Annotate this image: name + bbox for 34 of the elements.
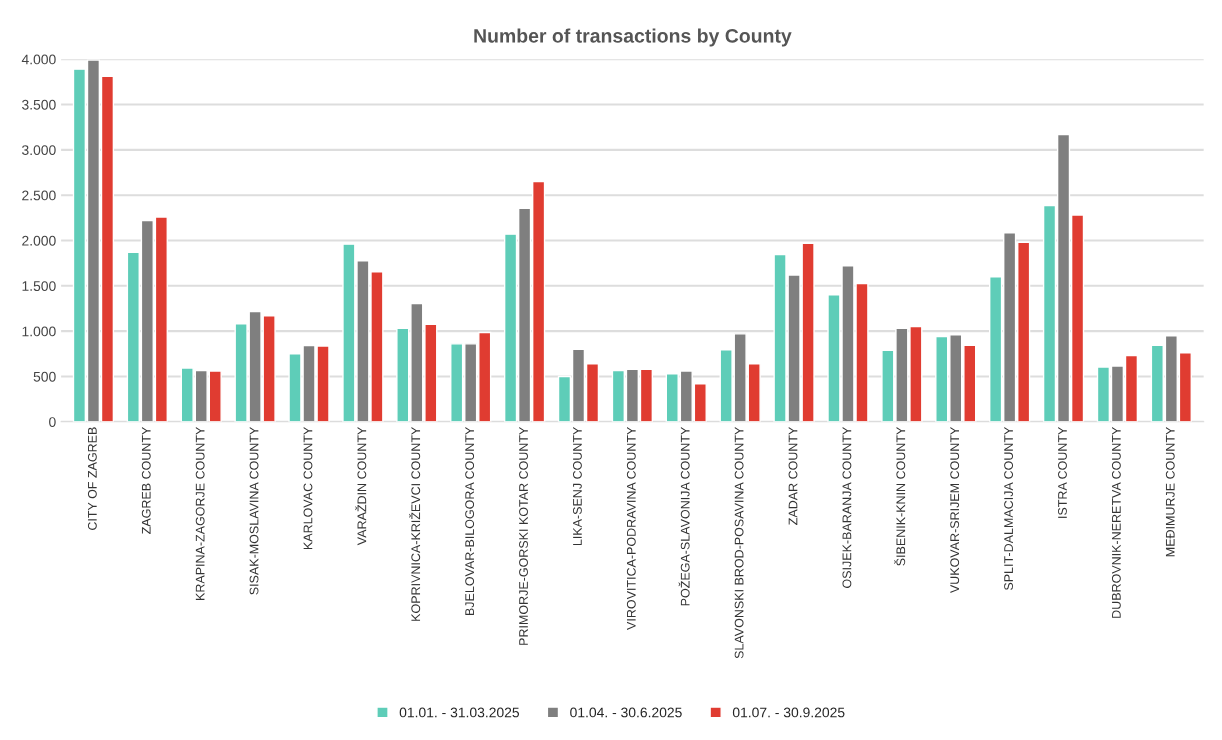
x-tick-label: SISAK-MOSLAVINA COUNTY xyxy=(249,426,259,595)
y-tick-label: 500 xyxy=(33,371,56,382)
x-tick-label: OSIJEK-BARANJA COUNTY xyxy=(842,426,852,588)
x-tick-label: KOPRIVNICA-KRIŽEVCI COUNTY xyxy=(409,426,421,621)
x-tick-label: SLAVONSKI BROD-POSAVINA COUNTY xyxy=(734,426,744,659)
x-tick-label: LIKA-SENJ COUNTY xyxy=(572,426,582,546)
x-tick-label: VUKOVAR-SRIJEM COUNTY xyxy=(950,426,960,594)
y-tick-label: 3.500 xyxy=(22,99,56,110)
y-tick-label: 3.000 xyxy=(22,145,56,156)
y-tick-label: 2.000 xyxy=(22,235,56,246)
x-tick-label: ZAGREB COUNTY xyxy=(141,426,151,534)
legend-label: 01.07. - 30.9.2025 xyxy=(732,707,845,718)
x-tick-label: ISTRA COUNTY xyxy=(1058,426,1067,518)
legend-label: 01.04. - 30.6.2025 xyxy=(570,707,682,718)
x-tick-label: PRIMORJE-GORSKI KOTAR COUNTY xyxy=(519,426,528,645)
x-tick-label: ZADAR COUNTY xyxy=(788,426,798,525)
x-tick-label: BJELOVAR-BILOGORA COUNTY xyxy=(465,426,475,616)
y-tick-label: 2.500 xyxy=(22,190,56,201)
y-tick-label: 1.500 xyxy=(22,281,56,291)
x-tick-label: DUBROVNIK-NERETVA COUNTY xyxy=(1111,426,1121,618)
x-tick-label: KARLOVAC COUNTY xyxy=(303,426,313,550)
x-tick-label: ŠIBENIK-KNIN COUNTY xyxy=(894,426,906,566)
chart-title: Number of transactions by County xyxy=(474,28,792,47)
y-tick-label: 4.000 xyxy=(21,54,56,65)
x-tick-label: VIROVITICA-PODRAVINA COUNTY xyxy=(626,426,636,630)
x-tick-label: MEĐIMURJE COUNTY xyxy=(1165,426,1175,557)
x-tick-label: VARAŽDIN COUNTY xyxy=(355,426,367,546)
x-tick-label: KRAPINA-ZAGORJE COUNTY xyxy=(195,426,205,600)
x-tick-label: POŽEGA-SLAVONIJA COUNTY xyxy=(678,426,690,606)
x-tick-label: CITY OF ZAGREB xyxy=(87,427,97,530)
legend-label: 01.01. - 31.03.2025 xyxy=(399,707,520,718)
x-tick-label: SPLIT-DALMACIJA COUNTY xyxy=(1004,426,1013,591)
y-tick-label: 0 xyxy=(49,417,56,427)
y-tick-label: 1.000 xyxy=(22,326,56,337)
